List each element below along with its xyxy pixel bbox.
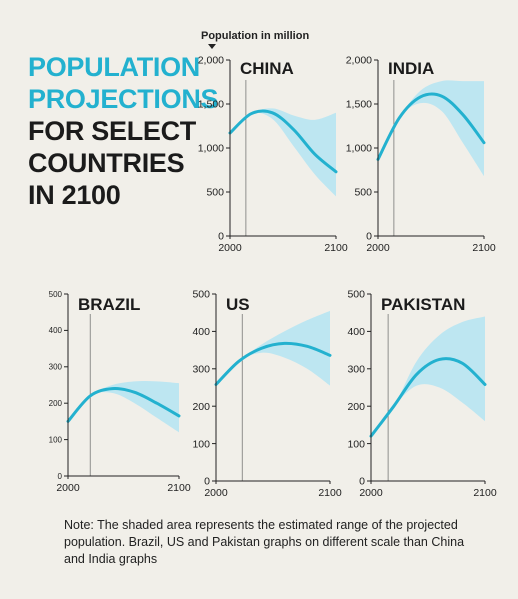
brazil-y-tick-label: 500 bbox=[49, 290, 63, 299]
china-y-tick-label: 1,000 bbox=[198, 143, 224, 155]
india-x-tick-label: 2000 bbox=[366, 242, 390, 254]
india-range-band bbox=[378, 80, 484, 177]
chart-china: 0 500 1,000 1,500 2,000 2000 2100 CHINA bbox=[198, 55, 348, 254]
pakistan-y-tick-label: 100 bbox=[347, 438, 365, 450]
china-x-tick-label: 2100 bbox=[324, 242, 348, 254]
china-y-tick-label: 2,000 bbox=[198, 55, 224, 67]
india-projection-line bbox=[376, 92, 486, 161]
brazil-y-tick-label: 400 bbox=[49, 326, 63, 335]
pakistan-y-tick-label: 200 bbox=[347, 401, 365, 413]
india-y-tick-label: 2,000 bbox=[346, 55, 372, 67]
china-y-tick-label: 1,500 bbox=[198, 99, 224, 111]
india-y-tick-label: 1,500 bbox=[346, 99, 372, 111]
pakistan-projection-line bbox=[369, 357, 487, 438]
pakistan-x-tick-label: 2000 bbox=[359, 487, 383, 499]
chart-india: 0 500 1,000 1,500 2,000 2000 2100 INDIA bbox=[346, 55, 496, 254]
pakistan-y-tick-label: 500 bbox=[347, 289, 365, 301]
china-range-band bbox=[230, 108, 336, 197]
headline-line-2: PROJECTIONS bbox=[28, 84, 219, 114]
brazil-chart-title: BRAZIL bbox=[78, 295, 140, 314]
chart-pakistan: 0 100 200 300 400 500 2000 2100 PAKISTAN bbox=[347, 289, 497, 499]
us-x-tick-label: 2000 bbox=[204, 487, 228, 499]
india-y-tick-label: 1,000 bbox=[346, 143, 372, 155]
china-y-tick-label: 500 bbox=[206, 187, 224, 199]
pakistan-x-tick-label: 2100 bbox=[473, 487, 497, 499]
footnote: Note: The shaded area represents the est… bbox=[64, 518, 465, 566]
headline-line-1: POPULATION bbox=[28, 52, 200, 82]
us-chart-title: US bbox=[226, 295, 250, 314]
india-y-tick-label: 0 bbox=[366, 231, 372, 243]
down-arrow-icon bbox=[208, 44, 216, 49]
brazil-y-tick-label: 100 bbox=[49, 435, 63, 444]
brazil-x-tick-label: 2100 bbox=[167, 482, 191, 494]
brazil-x-tick-label: 2000 bbox=[56, 482, 80, 494]
us-y-tick-label: 0 bbox=[204, 476, 210, 488]
pakistan-y-tick-label: 300 bbox=[347, 363, 365, 375]
us-y-tick-label: 300 bbox=[192, 363, 210, 375]
pakistan-y-tick-label: 0 bbox=[359, 476, 365, 488]
pakistan-range-band bbox=[371, 316, 485, 437]
us-range-band bbox=[216, 310, 330, 386]
brazil-range-band bbox=[68, 381, 179, 433]
headline-line-4: COUNTRIES bbox=[28, 148, 185, 178]
headline-line-3: FOR SELECT bbox=[28, 116, 197, 146]
y-axis-units-label: Population in million bbox=[201, 30, 310, 42]
china-y-tick-label: 0 bbox=[218, 231, 224, 243]
us-y-tick-label: 100 bbox=[192, 438, 210, 450]
india-chart-title: INDIA bbox=[388, 59, 434, 78]
india-y-tick-label: 500 bbox=[354, 187, 372, 199]
pakistan-chart-title: PAKISTAN bbox=[381, 295, 465, 314]
us-y-tick-label: 400 bbox=[192, 326, 210, 338]
us-x-tick-label: 2100 bbox=[318, 487, 342, 499]
brazil-y-tick-label: 0 bbox=[58, 472, 63, 481]
brazil-projection-line bbox=[66, 387, 181, 423]
headline-line-5: IN 2100 bbox=[28, 180, 121, 210]
us-projection-line bbox=[214, 341, 332, 387]
brazil-y-tick-label: 200 bbox=[49, 399, 63, 408]
china-chart-title: CHINA bbox=[240, 59, 294, 78]
brazil-y-tick-label: 300 bbox=[49, 363, 63, 372]
chart-brazil: 0 100 200 300 400 500 2000 2100 BRAZIL bbox=[49, 290, 191, 494]
china-x-tick-label: 2000 bbox=[218, 242, 242, 254]
china-projection-line bbox=[228, 109, 338, 174]
pakistan-y-tick-label: 400 bbox=[347, 326, 365, 338]
us-y-tick-label: 200 bbox=[192, 401, 210, 413]
india-x-tick-label: 2100 bbox=[472, 242, 496, 254]
us-y-tick-label: 500 bbox=[192, 289, 210, 301]
chart-us: 0 100 200 300 400 500 2000 2100 US bbox=[192, 289, 342, 499]
